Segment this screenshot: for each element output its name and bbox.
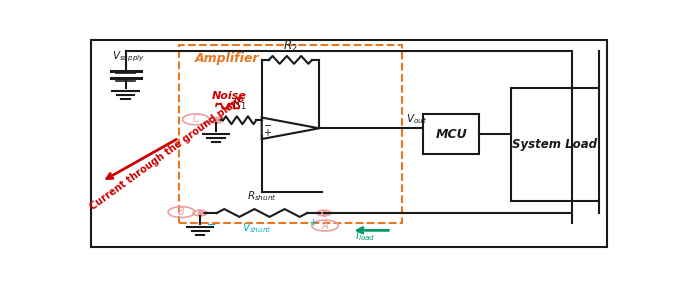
Text: $R_{shunt}$: $R_{shunt}$ xyxy=(247,189,277,203)
Text: $V_{out}$: $V_{out}$ xyxy=(406,112,427,126)
Text: A: A xyxy=(322,221,329,231)
Text: $+$: $+$ xyxy=(308,217,318,228)
Text: $R_1$: $R_1$ xyxy=(233,97,247,113)
Text: $-$: $-$ xyxy=(206,219,216,228)
Text: Current through the ground plane: Current through the ground plane xyxy=(88,93,247,212)
Text: $V_{shunt}$: $V_{shunt}$ xyxy=(241,221,272,235)
Bar xyxy=(511,88,599,201)
Text: System Load: System Load xyxy=(512,138,598,151)
Text: Noise: Noise xyxy=(212,91,247,100)
Text: $+$: $+$ xyxy=(263,127,272,138)
Text: $R_2$: $R_2$ xyxy=(283,39,298,54)
Text: $V_{supply}$: $V_{supply}$ xyxy=(112,50,145,64)
Text: $-$: $-$ xyxy=(263,119,272,129)
Text: $I_{load}$: $I_{load}$ xyxy=(355,229,375,243)
Text: Amplifier: Amplifier xyxy=(195,52,259,65)
Text: C: C xyxy=(193,114,199,124)
Text: B: B xyxy=(178,207,185,217)
Bar xyxy=(179,45,402,223)
Bar xyxy=(423,114,479,154)
Text: MCU: MCU xyxy=(436,128,467,141)
